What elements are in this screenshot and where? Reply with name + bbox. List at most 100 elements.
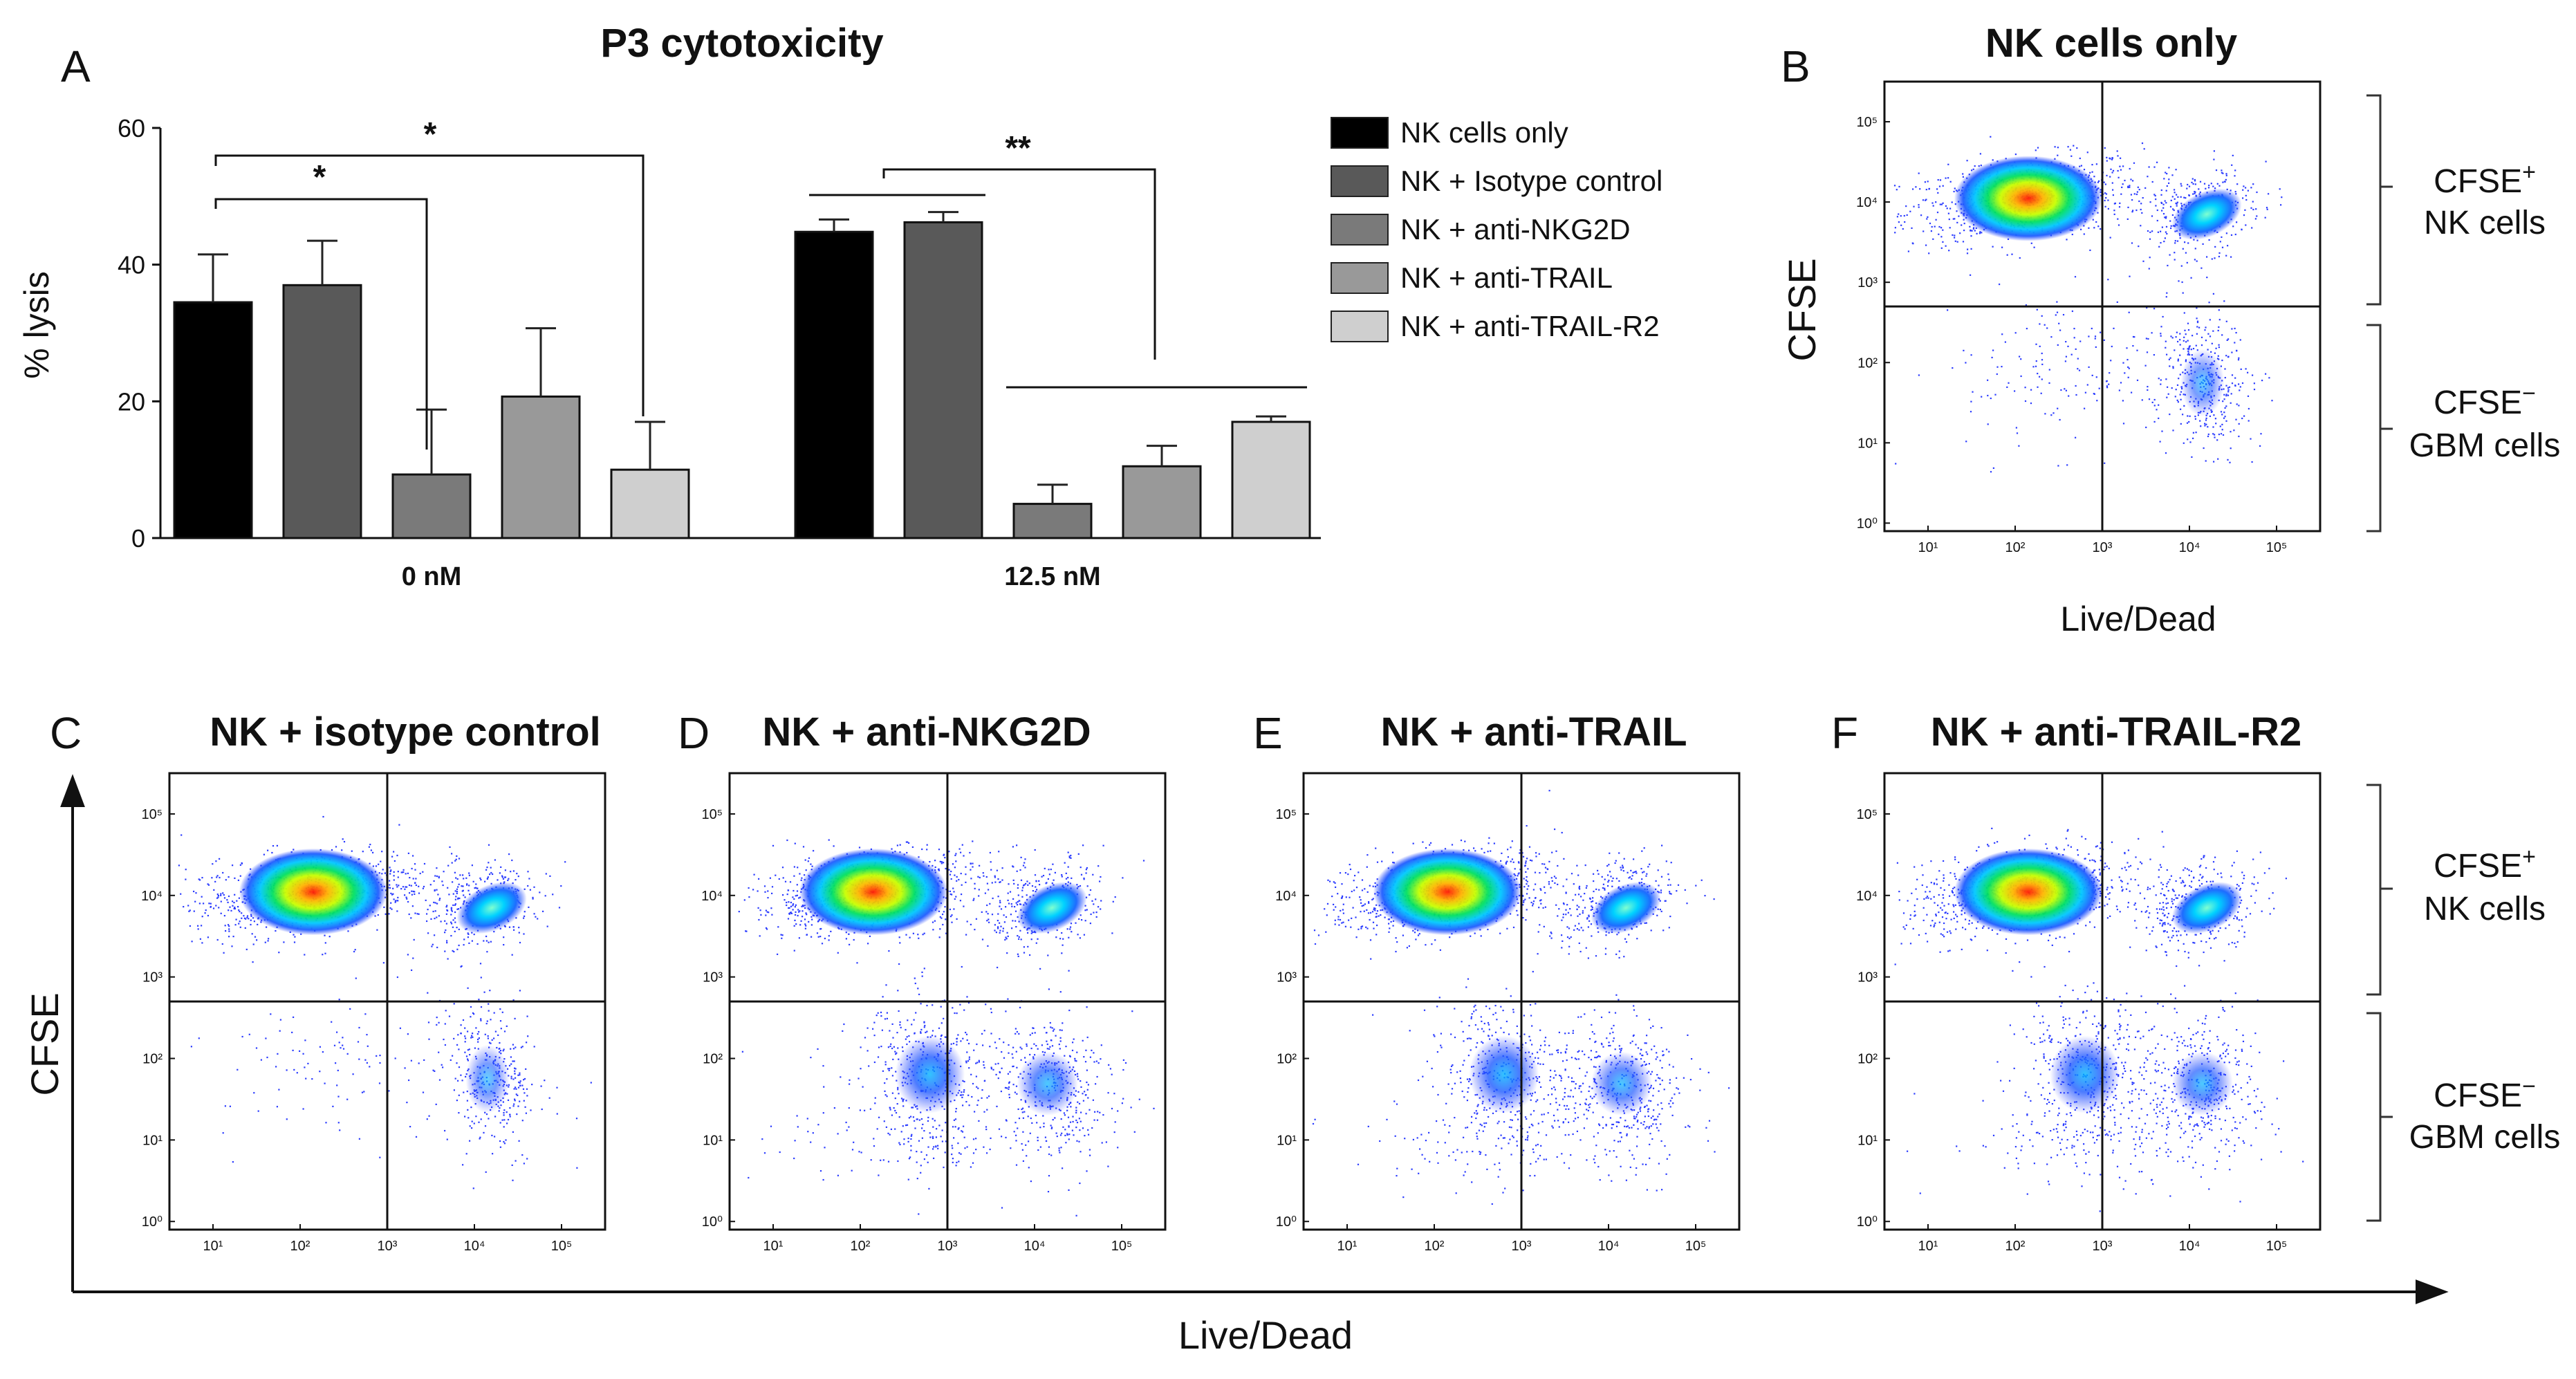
scatter-point — [2200, 267, 2203, 269]
scatter-point — [2212, 293, 2214, 295]
scatter-point — [460, 1033, 462, 1035]
scatter-point — [1939, 179, 1942, 181]
y-axis-label: % lysis — [17, 271, 56, 379]
scatter-point — [951, 914, 953, 916]
scatter-point — [2179, 344, 2181, 346]
scatter-point — [1970, 411, 1972, 413]
scatter-point — [2065, 355, 2067, 358]
scatter-point — [2118, 389, 2120, 391]
scatter-point — [2211, 342, 2213, 344]
scatter-point — [1019, 929, 1021, 932]
scatter-point — [999, 900, 1001, 902]
scatter-point — [512, 1060, 514, 1062]
scatter-point — [872, 1028, 874, 1030]
scatter-point — [450, 921, 452, 923]
scatter-point — [2268, 377, 2270, 379]
scatter-point — [504, 869, 506, 871]
scatter-point — [219, 858, 221, 860]
scatter-point — [517, 1086, 520, 1089]
y-tick-label: 10⁰ — [142, 1214, 163, 1230]
scatter-point — [458, 883, 460, 885]
scatter-point — [512, 926, 515, 928]
scatter-point — [434, 875, 436, 877]
scatter-point — [526, 1158, 528, 1160]
scatter-point — [183, 906, 185, 908]
scatter-point — [504, 925, 506, 927]
scatter-point — [1031, 885, 1034, 887]
scatter-point — [234, 924, 237, 926]
scatter-point — [523, 1163, 525, 1165]
scatter-point — [220, 912, 222, 914]
scatter-point — [216, 875, 219, 877]
scatter-point — [2232, 225, 2234, 228]
scatter-point — [1030, 932, 1032, 934]
scatter-point — [304, 1066, 306, 1068]
scatter-point — [948, 851, 950, 853]
scatter-point — [988, 921, 990, 923]
scatter-point — [2177, 401, 2179, 403]
scatter-point — [1005, 936, 1007, 938]
scatter-point — [2091, 327, 2093, 330]
scatter-point — [473, 1013, 475, 1015]
scatter-point — [2179, 354, 2181, 356]
scatter-point — [1934, 225, 1936, 228]
scatter-point — [943, 1017, 945, 1019]
legend-swatch — [1331, 262, 1389, 294]
scatter-point — [1918, 374, 1920, 376]
scatter-point — [2206, 277, 2208, 279]
scatter-point — [499, 1122, 501, 1124]
scatter-point — [2176, 201, 2178, 203]
scatter-point — [415, 884, 417, 887]
scatter-point — [1034, 874, 1037, 876]
scatter-point — [2271, 400, 2273, 402]
panel-b-ylabel: CFSE — [1780, 258, 1824, 361]
scatter-point — [2169, 254, 2171, 256]
scatter-point — [2194, 180, 2196, 182]
scatter-point — [1963, 219, 1965, 221]
scatter-point — [470, 1037, 472, 1039]
scatter-point — [455, 877, 457, 879]
scatter-point — [1942, 185, 1944, 187]
scatter-point — [795, 923, 797, 925]
scatter-point — [999, 929, 1001, 932]
scatter-point — [979, 876, 981, 879]
scatter-point — [738, 911, 740, 913]
scatter-point — [1050, 869, 1052, 871]
scatter-point — [2048, 382, 2050, 384]
y-tick-label: 10⁰ — [1857, 516, 1878, 531]
scatter-point — [2171, 387, 2173, 389]
scatter-point — [255, 1047, 258, 1049]
scatter-point — [2236, 350, 2238, 352]
scatter-point — [223, 897, 226, 899]
scatter-point — [233, 902, 235, 904]
scatter-point — [2167, 386, 2169, 388]
scatter-point — [2225, 178, 2227, 181]
scatter-point — [2221, 360, 2223, 362]
scatter-point — [465, 1037, 467, 1039]
scatter-point — [967, 1094, 970, 1096]
scatter-point — [556, 1086, 558, 1089]
scatter-point — [932, 921, 934, 923]
scatter-point — [2156, 219, 2158, 222]
scatter-point — [241, 1035, 243, 1038]
scatter-point — [2147, 176, 2149, 178]
scatter-point — [456, 908, 458, 910]
scatter-point — [1067, 851, 1069, 853]
scatter-point — [1100, 900, 1102, 902]
scatter-point — [2225, 320, 2227, 322]
scatter-point — [949, 916, 952, 918]
scatter-point — [956, 1041, 958, 1043]
scatter-point — [914, 982, 916, 985]
scatter-point — [2166, 185, 2168, 187]
scatter-point — [2220, 433, 2223, 435]
scatter-point — [477, 1038, 479, 1041]
scatter-point — [2172, 429, 2174, 432]
scatter-point — [2117, 155, 2119, 157]
scatter-point — [484, 880, 486, 882]
scatter-point — [1067, 866, 1069, 868]
scatter-point — [1086, 867, 1088, 869]
scatter-point — [533, 886, 535, 888]
scatter-point — [234, 906, 236, 909]
scatter-point — [804, 874, 806, 876]
scatter-point — [2244, 209, 2246, 211]
